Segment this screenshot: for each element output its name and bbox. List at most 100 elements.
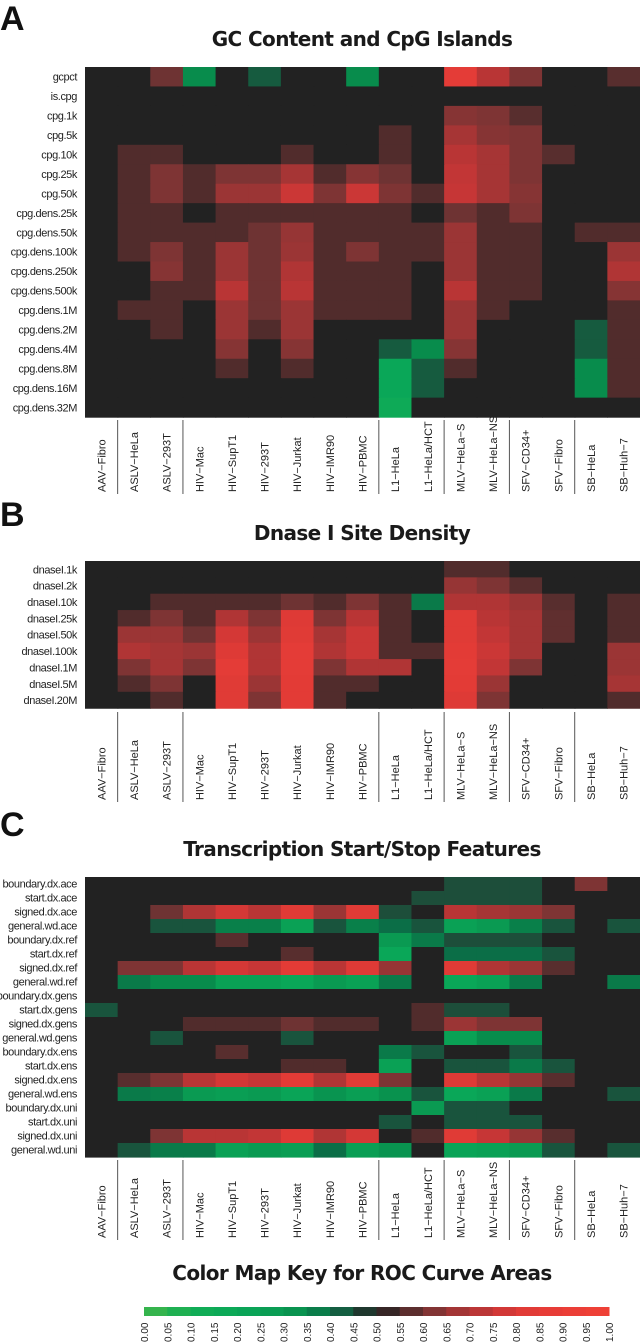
heatmap-cell	[444, 203, 478, 224]
heatmap-cell	[313, 577, 347, 595]
heatmap-cell	[313, 905, 347, 920]
heatmap-panel-a: A GC Content and CpG Islands gcpct is.cpg cp…	[0, 0, 640, 494]
heatmap-cell	[117, 222, 151, 243]
row-label: dnaseI.5M	[29, 679, 77, 691]
heatmap-cell	[346, 1045, 380, 1060]
heatmap-cell	[215, 203, 249, 224]
heatmap-cell	[542, 397, 576, 418]
heatmap-cell	[280, 280, 315, 301]
heatmap-cell	[476, 222, 511, 243]
heatmap-cell	[378, 339, 413, 360]
heatmap-cell	[542, 1101, 576, 1116]
heatmap-cell	[509, 1031, 543, 1046]
heatmap-cell	[346, 1143, 380, 1158]
heatmap-cell	[85, 222, 119, 243]
color-key: Color Map Key for ROC Curve Areas 0.00 0.0…	[140, 1261, 616, 1342]
heatmap-cell	[476, 675, 511, 693]
heatmap-cell	[542, 1017, 576, 1032]
column-label: HIV−Jurkat	[292, 437, 304, 492]
heatmap-cell	[117, 125, 151, 146]
heatmap-cell	[476, 358, 511, 379]
heatmap-cell	[378, 222, 413, 243]
heatmap-cell	[378, 183, 413, 204]
heatmap-cell	[542, 947, 576, 962]
color-key-tick-label: 0.60	[419, 1322, 430, 1342]
heatmap-cell	[150, 691, 184, 709]
heatmap-cell	[182, 1101, 217, 1116]
heatmap-cell	[280, 1059, 315, 1074]
heatmap-cell	[313, 280, 347, 301]
heatmap-cell	[150, 989, 184, 1004]
heatmap-cell	[411, 947, 445, 962]
heatmap-cell	[182, 933, 217, 948]
heatmap-cell	[378, 1045, 413, 1060]
heatmap-cell	[444, 1129, 478, 1144]
row-label: cpg.dens.32M	[13, 402, 78, 414]
heatmap-cell	[280, 319, 315, 340]
heatmap-cell	[509, 1087, 543, 1102]
heatmap-cell	[411, 1073, 445, 1088]
heatmap-cell	[378, 164, 413, 185]
heatmap-cell	[313, 105, 347, 126]
heatmap-cell	[215, 961, 249, 976]
heatmap-cell	[607, 378, 640, 399]
heatmap-cell	[509, 1115, 543, 1130]
heatmap-cell	[444, 642, 478, 660]
heatmap-cell	[117, 397, 151, 418]
heatmap-cell	[215, 610, 249, 627]
heatmap-cell	[607, 947, 640, 962]
heatmap-cell	[574, 378, 608, 399]
heatmap-cell	[215, 691, 249, 709]
heatmap-cell	[509, 203, 543, 224]
row-label: general.wd.gens	[2, 1033, 78, 1045]
heatmap-cell	[85, 86, 119, 107]
heatmap-cell	[542, 378, 576, 399]
heatmap-cell	[509, 593, 543, 611]
heatmap-cell	[215, 67, 249, 88]
row-label: cpg.dens.500k	[11, 286, 78, 298]
heatmap-cell	[182, 905, 217, 920]
heatmap-cell	[248, 164, 282, 185]
color-key-tick-label: 0.75	[489, 1322, 500, 1342]
heatmap-cell	[248, 1143, 282, 1158]
heatmap-cell	[313, 1073, 347, 1088]
heatmap-cell	[280, 183, 315, 204]
row-label: dnaseI.2k	[33, 581, 78, 593]
heatmap-cell	[476, 1101, 511, 1116]
heatmap-cell	[313, 610, 347, 627]
heatmap-cell	[444, 905, 478, 920]
heatmap-cell	[542, 675, 576, 693]
heatmap-cell	[607, 339, 640, 360]
panel-letter: C	[0, 806, 25, 844]
heatmap-cell	[346, 86, 380, 107]
heatmap-cell	[542, 1143, 576, 1158]
heatmap-cell	[378, 1017, 413, 1032]
heatmap-cell	[444, 222, 478, 243]
heatmap-cell	[85, 144, 119, 165]
heatmap-cell	[542, 642, 576, 660]
color-key-swatch	[213, 1307, 238, 1316]
heatmap-cell	[509, 1059, 543, 1074]
heatmap-cell	[476, 877, 511, 892]
heatmap-cell	[117, 1129, 151, 1144]
heatmap-cell	[215, 242, 249, 263]
heatmap-cell	[215, 397, 249, 418]
heatmap-cell	[182, 975, 217, 990]
heatmap-cell	[574, 975, 608, 990]
heatmap-cell	[378, 610, 413, 627]
heatmap-cell	[509, 610, 543, 627]
color-key-tick-label: 0.55	[396, 1322, 407, 1342]
heatmap-cell	[117, 961, 151, 976]
heatmap-cell	[607, 280, 640, 301]
color-key-tick-label: 0.40	[326, 1322, 337, 1342]
heatmap-cell	[378, 1129, 413, 1144]
color-key-tick-label: 0.80	[512, 1322, 523, 1342]
row-label: dnaseI.1k	[33, 564, 78, 576]
column-label: MLV−HeLa−NS	[488, 1162, 500, 1238]
heatmap-cell	[117, 1031, 151, 1046]
heatmap-cell	[378, 280, 413, 301]
color-key-tick-label: 0.50	[373, 1322, 384, 1342]
heatmap-cell	[346, 67, 380, 88]
heatmap-cell	[476, 1129, 511, 1144]
heatmap-cell	[607, 86, 640, 107]
